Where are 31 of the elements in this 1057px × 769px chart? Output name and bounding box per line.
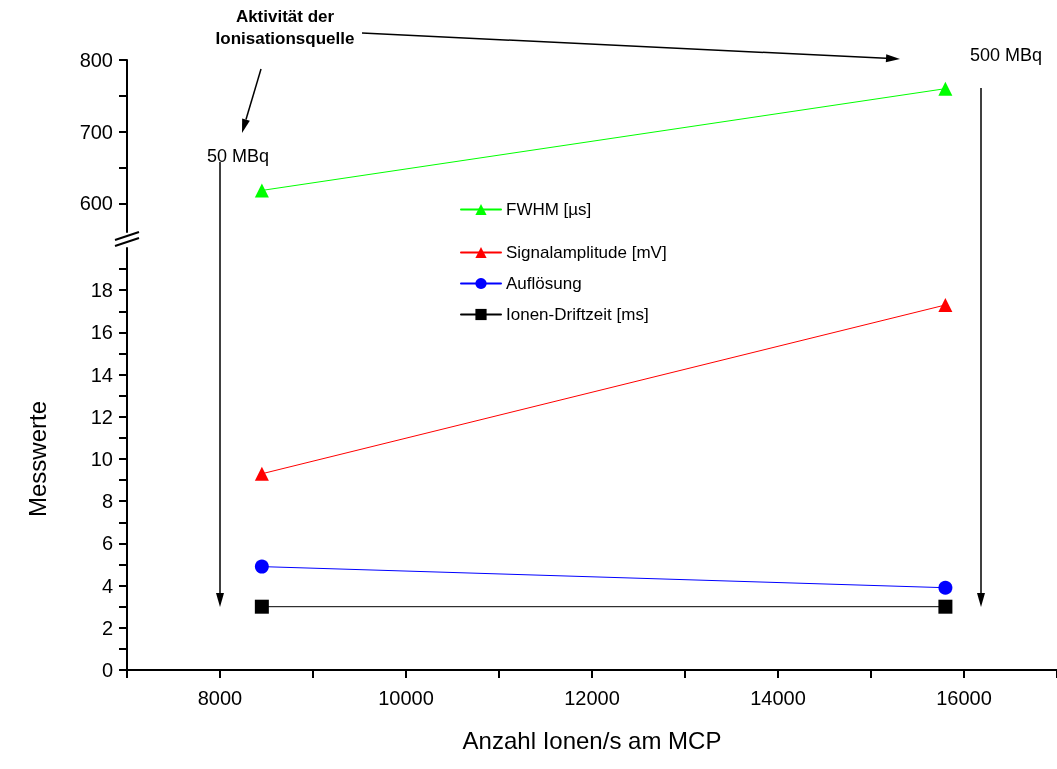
x-tick-label: 14000 xyxy=(750,687,806,709)
y-tick-label: 2 xyxy=(101,616,113,639)
point xyxy=(254,599,269,614)
y-tick-label: 18 xyxy=(90,279,113,302)
legend-label: Signalamplitude [mV] xyxy=(506,243,667,262)
y-tick-label: 4 xyxy=(101,574,113,597)
y-tick-label: 16 xyxy=(90,321,113,344)
legend-label: Auflösung xyxy=(506,274,582,293)
y-tick-label: 800 xyxy=(79,49,113,71)
point xyxy=(254,559,269,574)
legend-label: FWHM [µs] xyxy=(506,200,592,219)
y-tick-label: 12 xyxy=(90,405,113,428)
x-tick-label: 12000 xyxy=(564,687,620,709)
y-tick-label: 8 xyxy=(101,490,113,513)
legend-label: Ionen-Driftzeit [ms] xyxy=(506,305,649,324)
x-axis-title: Anzahl Ionen/s am MCP xyxy=(462,726,722,754)
y-axis-title: Messwerte xyxy=(23,400,51,518)
point xyxy=(938,580,953,595)
y-tick-label: 600 xyxy=(79,192,113,215)
annotation: 500 MBq xyxy=(968,44,1043,66)
y-tick-label: 6 xyxy=(101,532,113,555)
text: Aktivität der Ionisationsquelle xyxy=(214,6,356,50)
y-tick-label: 700 xyxy=(79,120,113,143)
y-tick-label: 10 xyxy=(90,448,113,470)
annotation: 50 MBq xyxy=(205,145,270,167)
y-tick-label: 14 xyxy=(90,363,113,386)
x-tick-label: 16000 xyxy=(936,687,992,709)
point xyxy=(938,599,953,614)
y-tick-label: 0 xyxy=(101,659,113,681)
x-tick-label: 10000 xyxy=(378,687,434,709)
x-tick-label: 8000 xyxy=(197,687,243,709)
